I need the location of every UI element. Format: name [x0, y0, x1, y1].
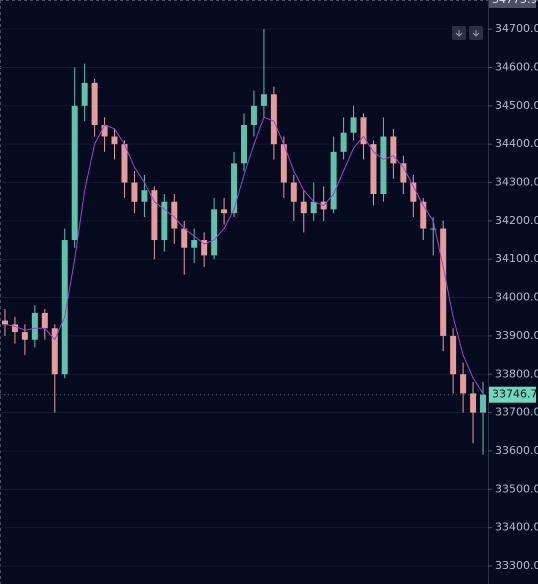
last-price-box [489, 386, 536, 403]
candle-body [221, 209, 228, 214]
y-tick-label: 34300.0 [495, 176, 538, 189]
toolbar[interactable] [452, 26, 483, 40]
candle-body [191, 240, 198, 248]
candle-body [21, 332, 28, 340]
y-tick-label: 33700.0 [495, 406, 538, 419]
top-price-box [489, 0, 536, 9]
candle-body [470, 393, 477, 413]
y-tick-label: 34200.0 [495, 214, 538, 227]
toolbar-icon [472, 30, 480, 37]
moving-average [4, 116, 484, 394]
candle-body [211, 209, 218, 256]
candle-body [260, 94, 267, 106]
candle-body [460, 374, 467, 394]
candle-body [11, 324, 18, 333]
candle-body [270, 94, 277, 145]
candle-body [350, 117, 357, 133]
candle-body [410, 182, 417, 202]
y-tick-label: 34000.0 [495, 291, 538, 304]
candle-body [440, 228, 447, 336]
candle-body [131, 182, 138, 202]
candle-body [31, 312, 38, 340]
candle-body [360, 117, 367, 145]
y-tick-label: 33900.0 [495, 329, 538, 342]
candle-body [141, 190, 148, 202]
candle-body [41, 312, 48, 329]
candle-body [61, 240, 68, 375]
candle-body [51, 328, 58, 375]
candle-body [161, 201, 168, 241]
candle-body [480, 394, 487, 413]
y-tick-label: 33400.0 [495, 521, 538, 534]
candle-body [111, 136, 118, 145]
candle-body [91, 82, 98, 126]
candle-body [71, 105, 78, 241]
candle-body [280, 144, 287, 183]
candle-body [380, 136, 387, 195]
top-price-label: 34775.9 [492, 0, 538, 6]
y-tick-label: 34400.0 [495, 137, 538, 150]
toolbar-icon [455, 30, 463, 37]
candle-body [101, 125, 108, 137]
candle-body [400, 163, 407, 183]
candle-body [330, 151, 337, 210]
y-tick-label: 33500.0 [495, 482, 538, 495]
y-tick-label: 33600.0 [495, 444, 538, 457]
y-tick-label: 34700.0 [495, 22, 538, 35]
candle-body [151, 190, 158, 241]
candle-body [370, 144, 377, 195]
candle-body [390, 136, 397, 164]
candle-body [250, 105, 257, 126]
candle-body [300, 201, 307, 214]
candle-body [430, 228, 437, 230]
candle-body [241, 125, 247, 164]
candle-body [340, 132, 347, 152]
candle-body [450, 335, 457, 375]
y-tick-label: 34500.0 [495, 99, 538, 112]
candle-body [290, 182, 297, 202]
y-tick-label: 34100.0 [495, 252, 538, 265]
candle-body [171, 201, 178, 229]
candle-body [201, 240, 208, 256]
candle-body [231, 163, 238, 214]
last-price-label: 33746.7 [492, 388, 538, 401]
candle-body [1, 320, 8, 325]
candle-body [310, 201, 317, 214]
candle-body [420, 201, 427, 229]
candle-body [121, 144, 128, 183]
y-tick-label: 33800.0 [495, 367, 538, 380]
y-tick-label: 33300.0 [495, 559, 538, 572]
y-tick-label: 34600.0 [495, 60, 538, 73]
candle-body [81, 82, 88, 106]
candle-body [181, 228, 188, 248]
